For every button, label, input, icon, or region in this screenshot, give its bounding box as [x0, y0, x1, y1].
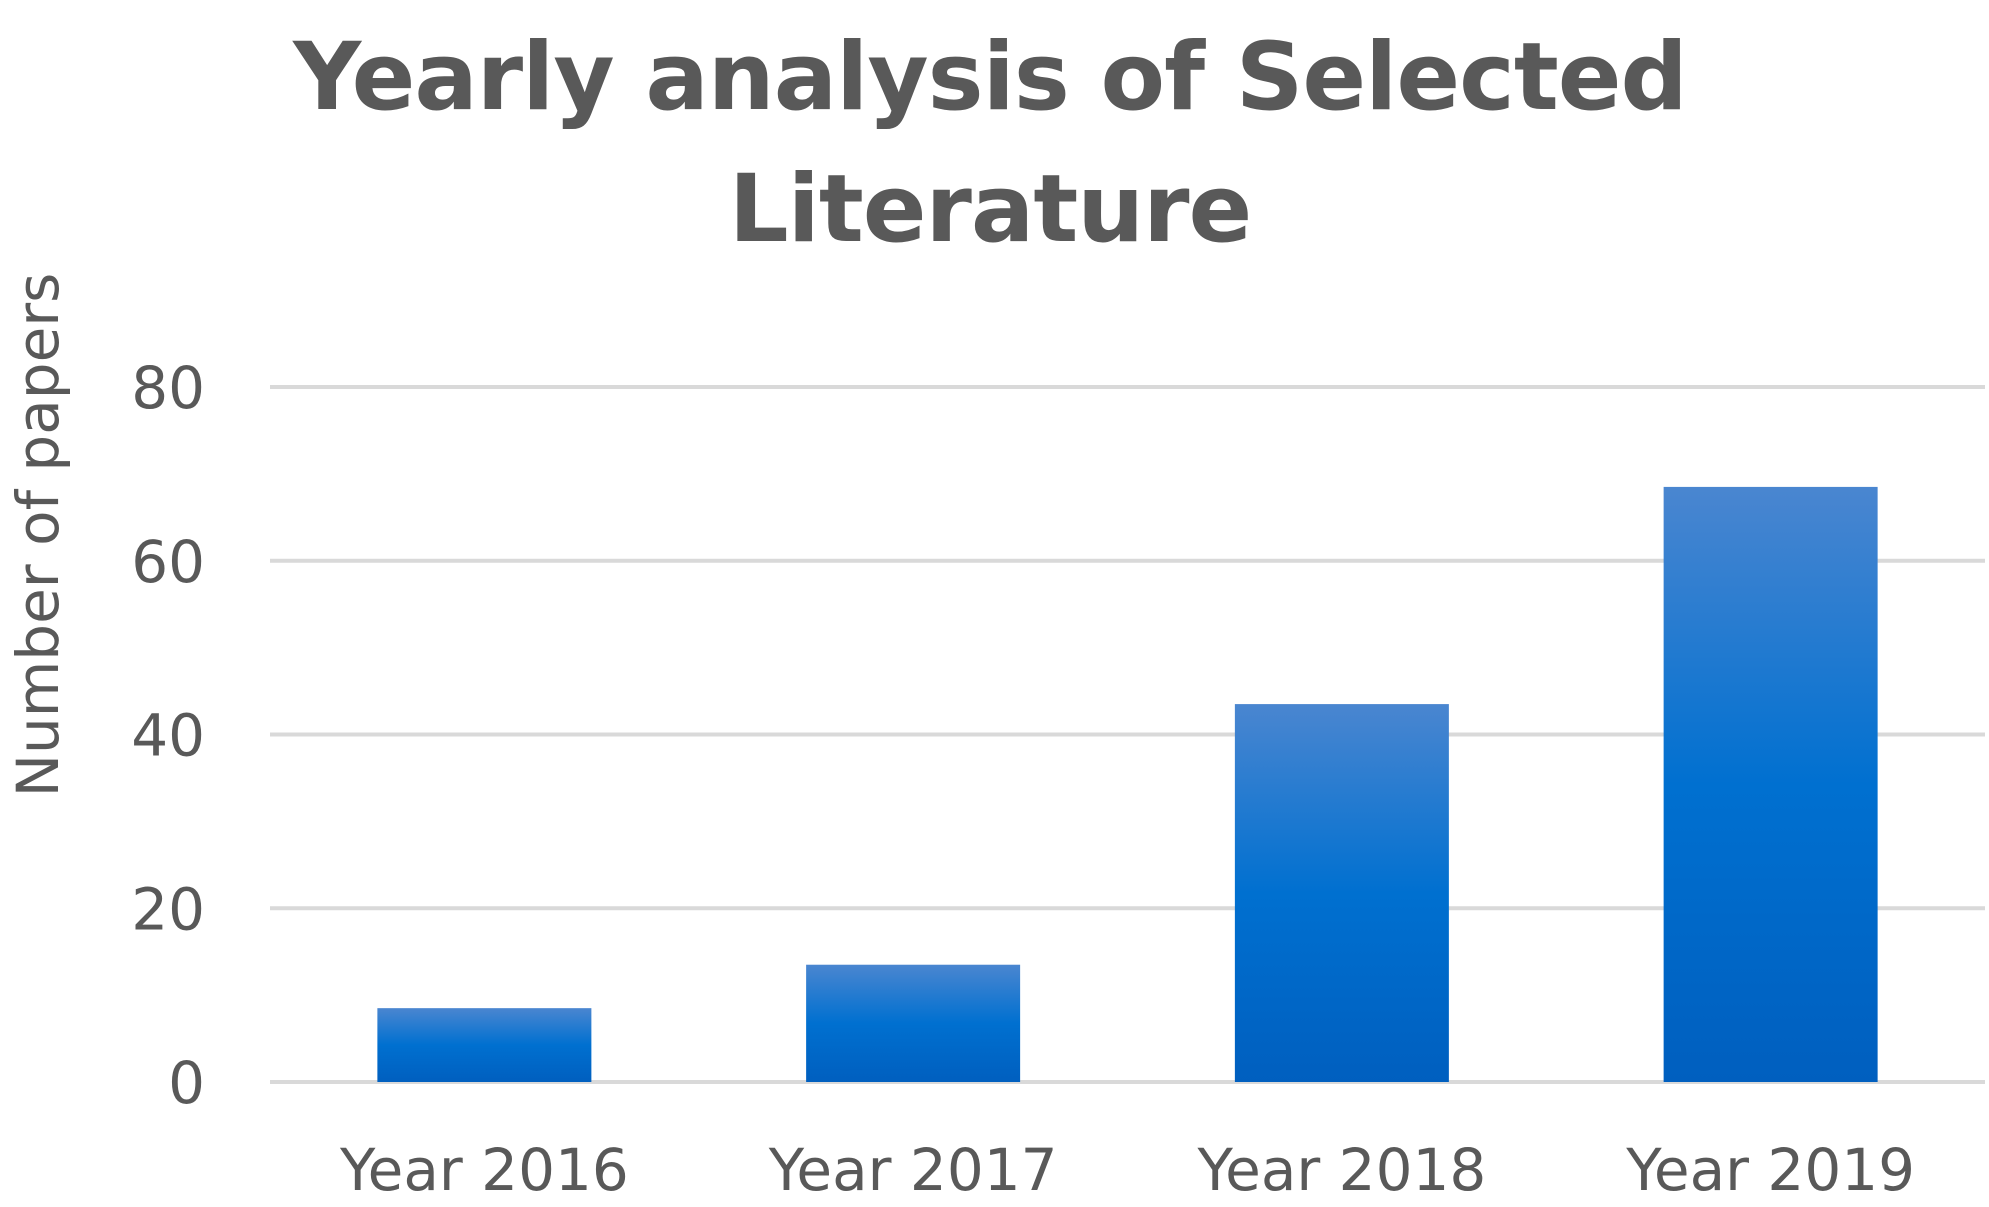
bars — [377, 486, 1878, 1082]
bar — [806, 964, 1021, 1082]
y-tick-label: 60 — [131, 528, 205, 596]
x-tick-label: Year 2016 — [339, 1136, 629, 1204]
x-tick-label: Year 2017 — [768, 1136, 1058, 1204]
bar — [377, 1008, 592, 1082]
x-tick-label: Year 2019 — [1625, 1136, 1915, 1204]
bar — [1663, 486, 1878, 1082]
bar — [1234, 704, 1449, 1082]
y-tick-label: 40 — [131, 702, 205, 770]
x-axis-tick-labels: Year 2016 Year 2017 Year 2018 Year 2019 — [339, 1136, 1915, 1204]
y-axis-label: Number of papers — [4, 273, 72, 798]
chart-title: Yearly analysis of Selected Literature — [293, 23, 1688, 264]
y-tick-label: 0 — [168, 1049, 205, 1117]
y-axis-tick-labels: 0 20 40 60 80 — [131, 354, 205, 1117]
y-tick-label: 20 — [131, 875, 205, 943]
y-tick-label: 80 — [131, 354, 205, 422]
x-tick-label: Year 2018 — [1196, 1136, 1486, 1204]
